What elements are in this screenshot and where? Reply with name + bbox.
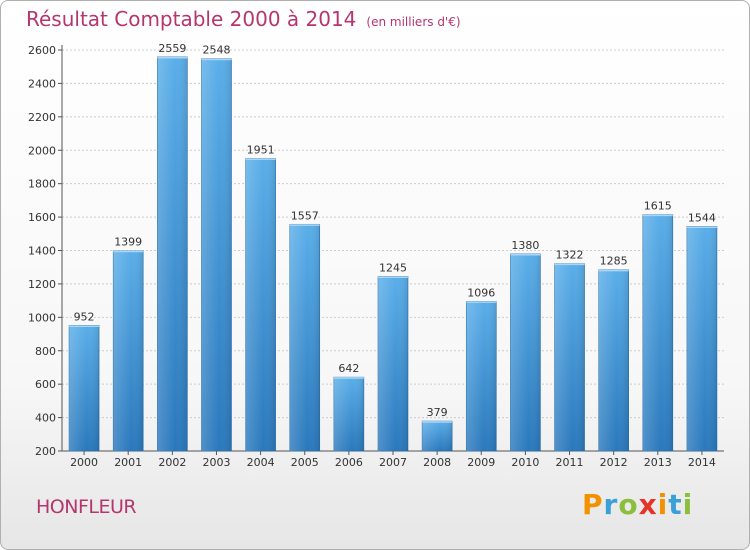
title-text: Résultat Comptable 2000 à 2014 bbox=[26, 7, 357, 31]
x-tick-label: 2011 bbox=[556, 456, 584, 469]
x-tick-label: 2000 bbox=[70, 456, 98, 469]
bar-shade bbox=[333, 377, 364, 451]
data-label: 1544 bbox=[688, 211, 716, 224]
data-label: 1399 bbox=[114, 236, 142, 249]
data-label: 1557 bbox=[291, 209, 319, 222]
y-tick-label: 1200 bbox=[28, 278, 56, 291]
y-tick-label: 2400 bbox=[28, 77, 56, 90]
x-tick-label: 2004 bbox=[247, 456, 275, 469]
logo-letter: x bbox=[638, 488, 658, 521]
y-tick-label: 1600 bbox=[28, 211, 56, 224]
data-label: 1245 bbox=[379, 261, 407, 274]
y-tick-label: 1800 bbox=[28, 178, 56, 191]
data-label: 379 bbox=[427, 406, 448, 419]
data-label: 2548 bbox=[202, 44, 230, 57]
data-label: 1380 bbox=[511, 239, 539, 252]
data-label: 952 bbox=[74, 310, 95, 323]
data-label: 1951 bbox=[247, 143, 275, 156]
y-tick-label: 2000 bbox=[28, 144, 56, 157]
logo-letter: i bbox=[657, 488, 669, 521]
logo-letter: o bbox=[618, 488, 639, 521]
bar-shade bbox=[201, 58, 232, 452]
x-tick-label: 2002 bbox=[158, 456, 186, 469]
bar-shade bbox=[686, 226, 717, 451]
x-tick-label: 2006 bbox=[335, 456, 363, 469]
y-tick-label: 2200 bbox=[28, 111, 56, 124]
bar-layer bbox=[68, 56, 718, 452]
bar-shade bbox=[642, 214, 673, 451]
data-label: 1615 bbox=[644, 200, 672, 213]
bar-shade bbox=[245, 158, 276, 452]
logo-letter: t bbox=[668, 488, 683, 521]
x-tick-label: 2007 bbox=[379, 456, 407, 469]
y-tick-label: 600 bbox=[35, 378, 56, 391]
y-tick-label: 400 bbox=[35, 412, 56, 425]
x-tick-label: 2013 bbox=[644, 456, 672, 469]
data-label: 1285 bbox=[600, 255, 628, 268]
bar-shade bbox=[69, 325, 100, 451]
logo-letter: P bbox=[582, 488, 604, 521]
y-tick-label: 200 bbox=[35, 445, 56, 458]
bar-shade bbox=[510, 253, 541, 451]
y-tick-label: 1400 bbox=[28, 245, 56, 258]
logo-letter: i bbox=[682, 488, 694, 521]
bar-shade bbox=[598, 269, 629, 451]
label-layer: 952 1399 2559 2548 1951 1557 642 1245 379 1096 138… bbox=[74, 42, 716, 419]
bar-shade bbox=[289, 224, 320, 451]
bar-shade bbox=[378, 276, 408, 451]
proxiti-logo: Proxiti bbox=[582, 488, 693, 521]
bar-shade bbox=[113, 250, 144, 451]
x-tick-label: 2010 bbox=[511, 456, 539, 469]
x-tick-label: 2008 bbox=[423, 456, 451, 469]
x-tick-label: 2012 bbox=[600, 456, 628, 469]
bar-shade bbox=[554, 263, 585, 451]
city-name: HONFLEUR bbox=[36, 496, 137, 518]
x-tick-label: 2001 bbox=[114, 456, 142, 469]
chart-subtitle: (en milliers d'€) bbox=[366, 15, 461, 29]
y-tick-label: 800 bbox=[35, 345, 56, 358]
bar-shade bbox=[157, 56, 188, 452]
data-label: 2559 bbox=[158, 42, 186, 55]
bar-shade bbox=[422, 421, 453, 451]
chart-title: Résultat Comptable 2000 à 2014 (en millie… bbox=[26, 7, 461, 31]
data-label: 642 bbox=[338, 362, 359, 375]
x-tick-label: 2003 bbox=[202, 456, 230, 469]
data-label: 1096 bbox=[467, 286, 495, 299]
bar-shade bbox=[466, 301, 497, 451]
data-label: 1322 bbox=[556, 249, 584, 262]
y-tick-label: 2600 bbox=[28, 44, 56, 57]
logo-letter: r bbox=[603, 488, 619, 521]
x-tick-label: 2009 bbox=[467, 456, 495, 469]
x-tick-label: 2014 bbox=[688, 456, 716, 469]
y-tick-label: 1000 bbox=[28, 311, 56, 324]
x-tick-label: 2005 bbox=[291, 456, 319, 469]
